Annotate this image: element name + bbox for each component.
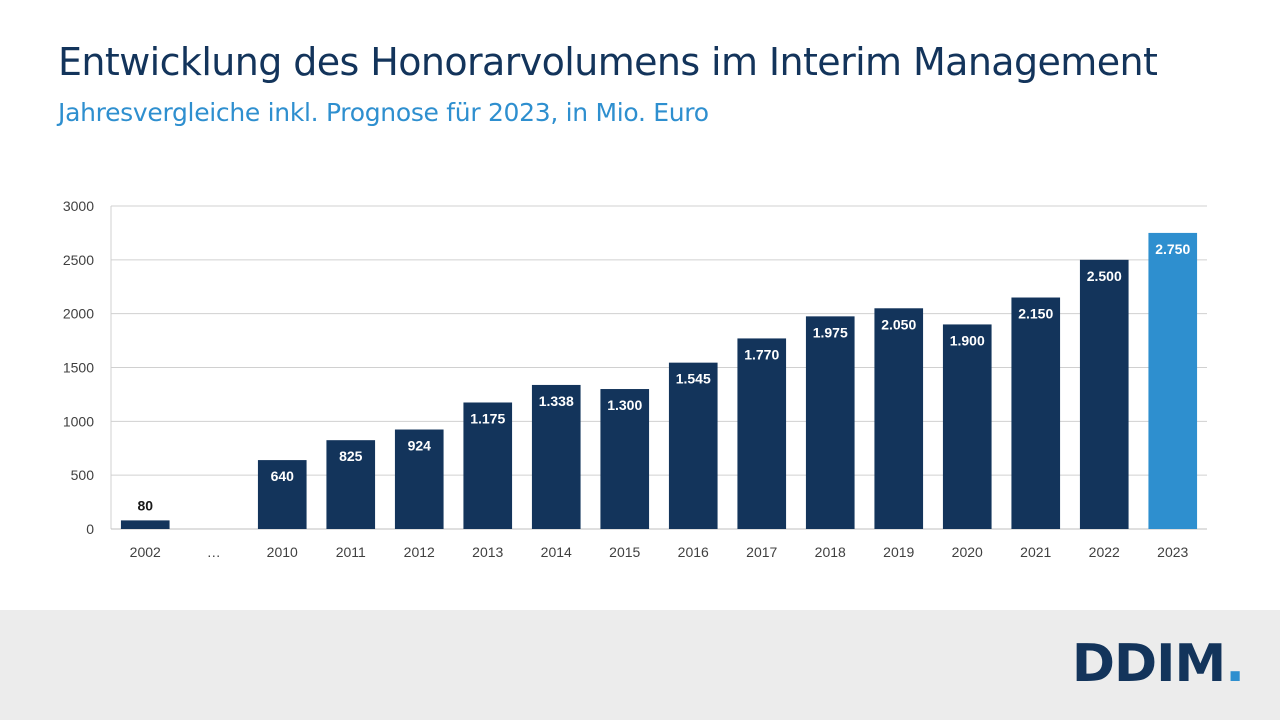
bar-2010 bbox=[257, 460, 307, 529]
x-tick-label: 2010 bbox=[267, 544, 298, 560]
bar-2014 bbox=[531, 384, 581, 529]
x-tick-label: 2020 bbox=[952, 544, 983, 560]
x-tick-label: 2017 bbox=[746, 544, 777, 560]
data-label-2022: 2.500 bbox=[1087, 268, 1122, 284]
bar-2022 bbox=[1079, 259, 1129, 529]
ddim-logo: DDIM. bbox=[1071, 634, 1245, 694]
data-label-2013: 1.175 bbox=[470, 410, 505, 426]
x-tick-label: 2014 bbox=[541, 544, 572, 560]
chart-title: Entwicklung des Honorarvolumens im Inter… bbox=[58, 40, 1158, 84]
y-tick-label: 1000 bbox=[63, 413, 94, 429]
data-label-2020: 1.900 bbox=[950, 332, 985, 348]
x-tick-label: 2016 bbox=[678, 544, 709, 560]
data-label-2002: 80 bbox=[137, 497, 153, 513]
y-tick-label: 1500 bbox=[63, 360, 94, 376]
bar-2023 bbox=[1148, 232, 1198, 529]
y-tick-label: 3000 bbox=[63, 198, 94, 214]
bar-2021 bbox=[1011, 297, 1061, 529]
x-tick-label: 2023 bbox=[1157, 544, 1188, 560]
footer-band: DDIM. bbox=[0, 610, 1280, 720]
y-tick-label: 0 bbox=[86, 521, 94, 537]
y-tick-label: 500 bbox=[71, 467, 95, 483]
data-label-2011: 825 bbox=[339, 448, 363, 464]
bar-2018 bbox=[805, 316, 855, 529]
chart-subtitle: Jahresvergleiche inkl. Prognose für 2023… bbox=[58, 98, 709, 127]
x-tick-label: 2002 bbox=[130, 544, 161, 560]
y-tick-label: 2000 bbox=[63, 306, 94, 322]
data-label-2012: 924 bbox=[408, 438, 432, 454]
logo-text: DDIM bbox=[1071, 634, 1226, 694]
data-label-2015: 1.300 bbox=[607, 397, 642, 413]
data-label-2016: 1.545 bbox=[676, 371, 711, 387]
bar-2017 bbox=[737, 338, 787, 529]
bar-2019 bbox=[874, 308, 924, 529]
bar-chart: 0 500 1000 1500 2000 2500 3000 80 2002 … 640 2010 82… bbox=[63, 198, 1207, 560]
data-label-2017: 1.770 bbox=[744, 346, 779, 362]
x-tick-label: 2012 bbox=[404, 544, 435, 560]
logo-dot: . bbox=[1225, 634, 1245, 694]
x-tick-label: 2019 bbox=[883, 544, 914, 560]
x-tick-label: 2021 bbox=[1020, 544, 1051, 560]
x-tick-label: 2013 bbox=[472, 544, 503, 560]
y-tick-label: 2500 bbox=[63, 252, 94, 268]
data-label-2018: 1.975 bbox=[813, 324, 848, 340]
bar-2015 bbox=[600, 389, 650, 529]
data-label-2010: 640 bbox=[271, 468, 295, 484]
bar-2011 bbox=[326, 440, 376, 529]
bar-2013 bbox=[463, 402, 513, 529]
bar-2020 bbox=[942, 324, 992, 529]
data-label-2014: 1.338 bbox=[539, 393, 574, 409]
bar-2012 bbox=[394, 429, 444, 529]
x-tick-label: 2018 bbox=[815, 544, 846, 560]
data-label-2019: 2.050 bbox=[881, 316, 916, 332]
bar-2002 bbox=[120, 520, 170, 529]
x-tick-label: 2015 bbox=[609, 544, 640, 560]
x-tick-label: … bbox=[207, 544, 221, 560]
x-tick-label: 2022 bbox=[1089, 544, 1120, 560]
data-label-2023: 2.750 bbox=[1155, 241, 1190, 257]
bar-2016 bbox=[668, 362, 718, 529]
x-tick-label: 2011 bbox=[336, 544, 366, 560]
data-label-2021: 2.150 bbox=[1018, 306, 1053, 322]
